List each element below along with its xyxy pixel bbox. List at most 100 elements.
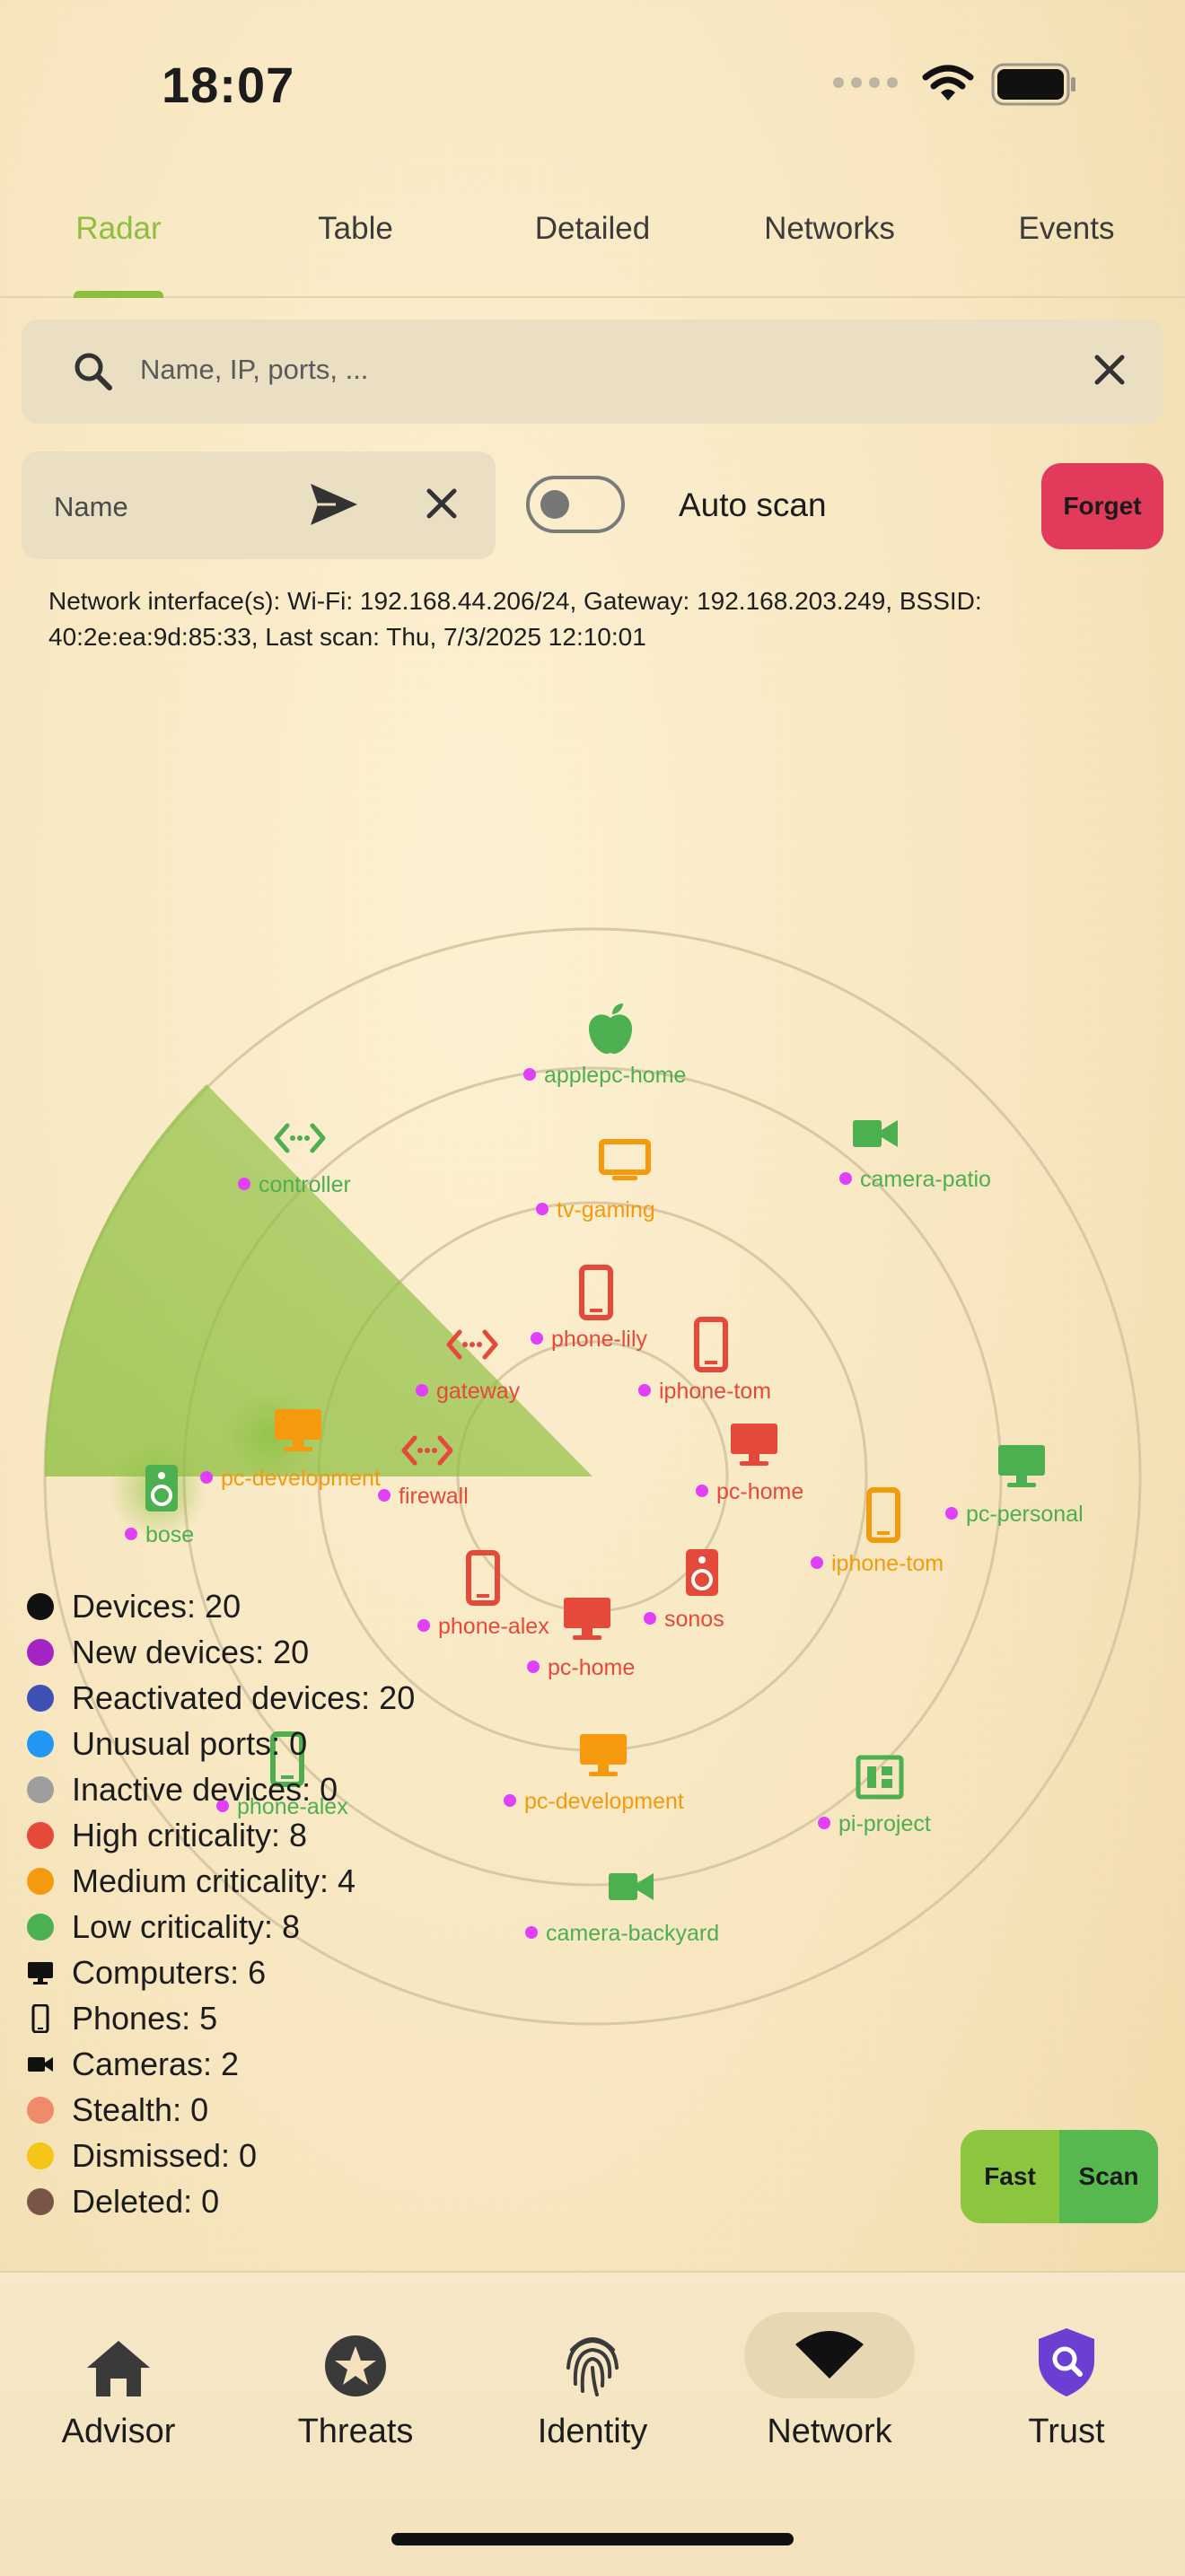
- name-field[interactable]: Name: [22, 451, 496, 559]
- device-label: phone-lily: [551, 1327, 648, 1352]
- device-label: gateway: [436, 1379, 521, 1404]
- radar-device[interactable]: bose: [125, 1465, 194, 1547]
- device-label: controller: [259, 1172, 351, 1197]
- phone-icon: [866, 1487, 900, 1543]
- apple-icon: [589, 1003, 632, 1054]
- search-icon: [75, 353, 112, 390]
- router-icon: [401, 1435, 453, 1466]
- radar-device[interactable]: pc-personal: [945, 1445, 1084, 1527]
- device-label: firewall: [399, 1484, 469, 1509]
- fast-button[interactable]: Fast: [961, 2130, 1059, 2223]
- phone-icon: [466, 1550, 500, 1606]
- battery-icon: [991, 63, 1075, 106]
- computer-icon: [731, 1424, 777, 1466]
- new-device-dot: [811, 1556, 823, 1569]
- auto-scan-toggle[interactable]: [526, 476, 625, 533]
- radar-device[interactable]: iphone-tom: [811, 1487, 944, 1576]
- legend-computers: Computers: 6: [27, 1950, 415, 1995]
- clear-name-icon[interactable]: [422, 484, 461, 523]
- legend-new-devices: New devices: 20: [27, 1629, 415, 1675]
- legend-high: High criticality: 8: [27, 1812, 415, 1858]
- forget-button[interactable]: Forget: [1041, 463, 1163, 549]
- tab-events[interactable]: Events: [1018, 211, 1115, 246]
- radar-device[interactable]: phone-lily: [531, 1265, 648, 1352]
- radar-device[interactable]: controller: [238, 1123, 351, 1197]
- radar-device[interactable]: tv-gaming: [536, 1139, 655, 1222]
- network-info: Network interface(s): Wi-Fi: 192.168.44.…: [48, 587, 982, 651]
- new-device-dot: [200, 1471, 213, 1484]
- device-label: pc-personal: [966, 1502, 1084, 1527]
- home-icon: [87, 2341, 150, 2396]
- new-device-dot: [216, 1800, 229, 1812]
- device-label: applepc-home: [544, 1063, 686, 1088]
- nav-network[interactable]: Network: [711, 2273, 948, 2451]
- shield-search-icon: [1039, 2328, 1094, 2396]
- phone-icon: [270, 1731, 304, 1787]
- new-device-dot: [818, 1817, 830, 1829]
- legend-stealth: Stealth: 0: [27, 2087, 415, 2133]
- legend: Devices: 20 New devices: 20 Reactivated …: [27, 1583, 415, 2224]
- radar-device[interactable]: camera-backyard: [525, 1873, 719, 1946]
- tab-detailed[interactable]: Detailed: [534, 211, 651, 246]
- tab-networks[interactable]: Networks: [764, 211, 895, 246]
- radar-device[interactable]: sonos: [644, 1549, 724, 1632]
- new-device-dot: [417, 1619, 430, 1632]
- new-device-dot: [238, 1178, 250, 1190]
- radar-device[interactable]: phone-alex: [216, 1731, 348, 1819]
- new-device-dot: [525, 1926, 538, 1939]
- radar-devices: applepc-home controller camera-patio tv-gam…: [125, 1003, 1084, 1946]
- bottom-navigation: Advisor Threats Identity Network Trust: [0, 2271, 1185, 2576]
- phone-icon: [579, 1265, 613, 1320]
- tab-active-indicator: [74, 291, 163, 298]
- device-label: sonos: [664, 1607, 724, 1632]
- device-label: bose: [145, 1522, 194, 1547]
- new-device-dot: [416, 1384, 428, 1397]
- nav-threats[interactable]: Threats: [237, 2273, 474, 2451]
- nav-advisor[interactable]: Advisor: [0, 2273, 237, 2451]
- new-device-dot: [531, 1332, 543, 1345]
- radar-device[interactable]: pc-home: [696, 1424, 803, 1504]
- computer-icon: [275, 1409, 321, 1451]
- computer-icon: [998, 1445, 1045, 1487]
- new-device-dot: [378, 1489, 391, 1502]
- new-device-dot: [696, 1485, 708, 1497]
- tab-radar[interactable]: Radar: [0, 193, 237, 298]
- phone-icon: [694, 1317, 728, 1372]
- tab-table[interactable]: Table: [318, 211, 393, 246]
- name-input[interactable]: Name: [54, 491, 128, 522]
- send-icon[interactable]: [309, 482, 359, 527]
- computer-icon: [28, 1961, 53, 1985]
- legend-unusual-ports: Unusual ports: 0: [27, 1721, 415, 1766]
- device-label: camera-backyard: [546, 1921, 719, 1946]
- radar-device[interactable]: gateway: [416, 1329, 521, 1404]
- clear-search-icon[interactable]: [1090, 350, 1129, 390]
- radar-device[interactable]: pc-home: [527, 1598, 635, 1680]
- star-badge-icon: [325, 2335, 386, 2396]
- router-icon: [446, 1329, 498, 1360]
- radar-device[interactable]: firewall: [378, 1435, 469, 1509]
- radar-device[interactable]: pi-project: [818, 1755, 931, 1836]
- new-device-dot: [945, 1507, 958, 1520]
- radar-device[interactable]: iphone-tom: [638, 1317, 771, 1404]
- speaker-icon: [145, 1465, 178, 1511]
- search-input[interactable]: Name, IP, ports, ...: [140, 354, 369, 385]
- new-device-dot: [125, 1528, 137, 1540]
- new-device-dot: [839, 1172, 852, 1185]
- device-label: pc-development: [524, 1789, 684, 1814]
- radar-device[interactable]: applepc-home: [523, 1003, 686, 1088]
- radar-device[interactable]: phone-alex: [417, 1550, 549, 1639]
- nav-identity[interactable]: Identity: [474, 2273, 711, 2451]
- device-label: camera-patio: [860, 1167, 991, 1192]
- radar-device[interactable]: pc-development: [504, 1734, 684, 1814]
- scan-button[interactable]: Scan: [1059, 2130, 1158, 2223]
- search-bar[interactable]: Name, IP, ports, ...: [22, 320, 1163, 424]
- legend-phones: Phones: 5: [27, 1995, 415, 2041]
- device-label: pc-home: [548, 1655, 635, 1680]
- device-label: iphone-tom: [659, 1379, 771, 1404]
- nav-trust[interactable]: Trust: [948, 2273, 1185, 2451]
- home-indicator: [391, 2533, 794, 2545]
- radar-device[interactable]: pc-development: [200, 1409, 381, 1491]
- radar-device[interactable]: camera-patio: [839, 1120, 991, 1192]
- legend-reactivated: Reactivated devices: 20: [27, 1675, 415, 1721]
- new-device-dot: [504, 1794, 516, 1807]
